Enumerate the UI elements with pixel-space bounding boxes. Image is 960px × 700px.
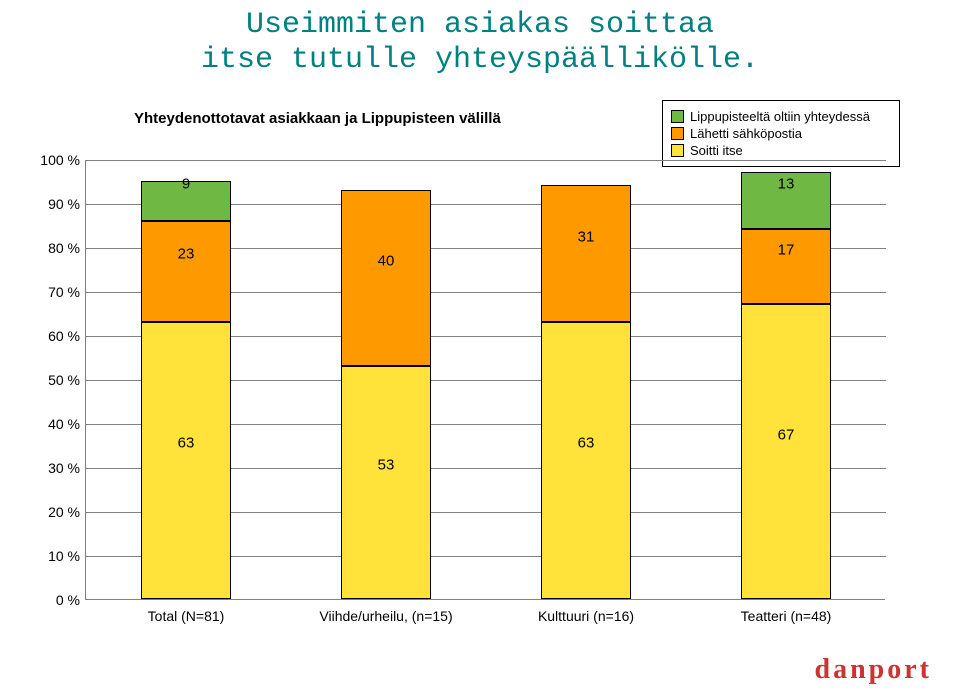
plot: 0 %10 %20 %30 %40 %50 %60 %70 %80 %90 %1… xyxy=(85,160,885,600)
x-tick-label: Viihde/urheilu, (n=15) xyxy=(286,608,486,624)
y-tick-label: 70 % xyxy=(32,284,80,300)
y-tick-label: 0 % xyxy=(32,592,80,608)
legend-item: Soitti itse xyxy=(671,143,891,158)
bar-value-label: 17 xyxy=(741,241,831,258)
bar-value-label: 40 xyxy=(341,252,431,269)
x-tick-label: Total (N=81) xyxy=(86,608,286,624)
bar-group: 67 17 13 xyxy=(741,159,831,599)
bar-value-label: 63 xyxy=(541,435,631,452)
bar-group: 63 23 9 xyxy=(141,159,231,599)
legend-label: Lippupisteeltä oltiin yhteydessä xyxy=(690,109,870,124)
y-tick-label: 30 % xyxy=(32,460,80,476)
y-tick-label: 80 % xyxy=(32,240,80,256)
bar-value-label: 9 xyxy=(141,175,231,192)
bar-segment xyxy=(541,322,631,599)
bar-segment xyxy=(341,190,431,366)
legend-label: Soitti itse xyxy=(690,143,743,158)
chart-subtitle: Yhteydenottotavat asiakkaan ja Lippupist… xyxy=(134,110,634,127)
plot-area: 0 %10 %20 %30 %40 %50 %60 %70 %80 %90 %1… xyxy=(85,160,885,600)
legend-swatch xyxy=(671,127,684,140)
y-tick-label: 10 % xyxy=(32,548,80,564)
bar-value-label: 67 xyxy=(741,426,831,443)
bar-group: 63 31 xyxy=(541,159,631,599)
bar-segment xyxy=(141,322,231,599)
page-title: Useimmiten asiakas soittaa itse tutulle … xyxy=(0,8,960,77)
bar-segment xyxy=(341,366,431,599)
logo: danport xyxy=(815,654,932,686)
y-tick-label: 100 % xyxy=(32,152,80,168)
bar-value-label: 31 xyxy=(541,228,631,245)
legend: Lippupisteeltä oltiin yhteydessä Lähetti… xyxy=(662,100,900,167)
bar-group: 53 40 xyxy=(341,159,431,599)
bar-segment xyxy=(141,221,231,322)
bar-segment xyxy=(541,185,631,321)
y-tick-label: 90 % xyxy=(32,196,80,212)
y-tick-label: 40 % xyxy=(32,416,80,432)
x-tick-label: Kulttuuri (n=16) xyxy=(486,608,686,624)
legend-swatch xyxy=(671,110,684,123)
legend-swatch xyxy=(671,144,684,157)
y-tick-label: 20 % xyxy=(32,504,80,520)
bar-segment xyxy=(741,304,831,599)
x-tick-label: Teatteri (n=48) xyxy=(686,608,886,624)
legend-label: Lähetti sähköpostia xyxy=(690,126,802,141)
legend-item: Lippupisteeltä oltiin yhteydessä xyxy=(671,109,891,124)
bar-value-label: 63 xyxy=(141,435,231,452)
page: Useimmiten asiakas soittaa itse tutulle … xyxy=(0,0,960,700)
y-tick-label: 50 % xyxy=(32,372,80,388)
legend-item: Lähetti sähköpostia xyxy=(671,126,891,141)
bar-value-label: 13 xyxy=(741,175,831,192)
bar-value-label: 23 xyxy=(141,246,231,263)
bar-value-label: 53 xyxy=(341,457,431,474)
y-tick-label: 60 % xyxy=(32,328,80,344)
